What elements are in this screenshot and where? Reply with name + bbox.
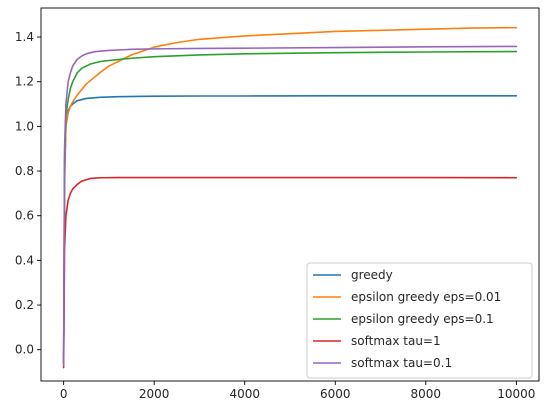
y-tick-label: 1.0 <box>15 119 34 133</box>
y-tick-label: 0.8 <box>15 164 34 178</box>
series-line-1 <box>62 26 518 364</box>
y-axis-ticks: 0.0 0.2 0.4 0.6 0.8 1.0 1.2 1.4 <box>15 30 41 357</box>
legend-label-3: softmax tau=1 <box>351 334 441 348</box>
legend-items: greedy epsilon greedy eps=0.01 epsilon gre… <box>313 268 501 370</box>
legend-label-0: greedy <box>351 268 393 282</box>
x-tick-label: 8000 <box>411 387 442 401</box>
y-tick-label: 1.2 <box>15 75 34 89</box>
legend-label-1: epsilon greedy eps=0.01 <box>351 290 501 304</box>
y-tick-label: 0.0 <box>15 343 34 357</box>
x-tick-label: 6000 <box>320 387 351 401</box>
series-line-3 <box>62 176 518 369</box>
x-tick-label: 2000 <box>139 387 170 401</box>
y-tick-label: 1.4 <box>15 30 34 44</box>
legend: greedy epsilon greedy eps=0.01 epsilon gre… <box>306 262 533 379</box>
x-tick-label: 0 <box>60 387 68 401</box>
legend-label-2: epsilon greedy eps=0.1 <box>351 312 494 326</box>
series-line-4 <box>62 45 518 367</box>
y-tick-label: 0.6 <box>15 209 34 223</box>
x-axis-ticks: 0 2000 4000 6000 8000 10000 <box>60 381 535 401</box>
plot-area-frame <box>40 7 540 382</box>
series-layer <box>62 26 518 369</box>
series-line-2 <box>62 50 518 364</box>
x-tick-label: 4000 <box>229 387 260 401</box>
y-tick-label: 0.4 <box>15 253 34 267</box>
x-tick-label: 10000 <box>497 387 535 401</box>
legend-box <box>306 262 533 379</box>
legend-label-4: softmax tau=0.1 <box>351 356 452 370</box>
y-tick-label: 0.2 <box>15 298 34 312</box>
